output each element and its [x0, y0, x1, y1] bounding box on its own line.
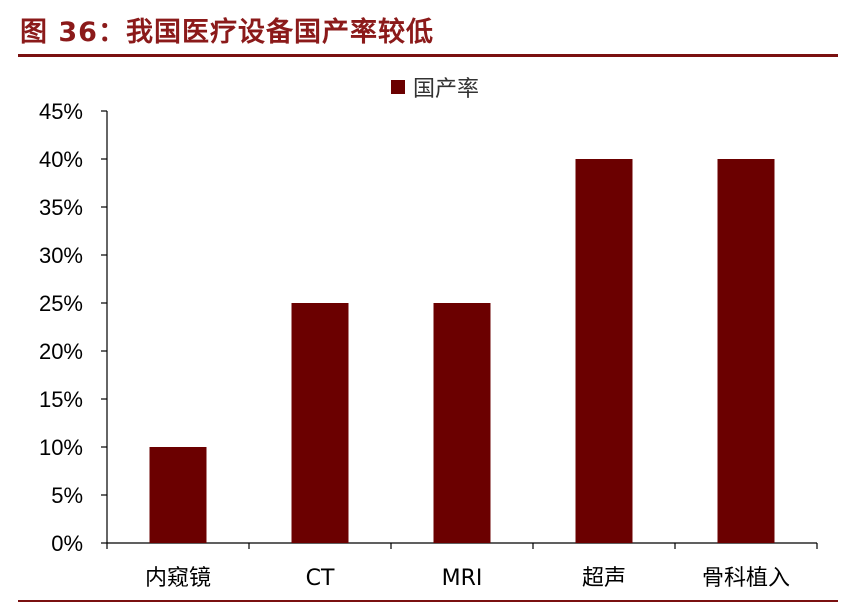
y-tick-label: 40% — [39, 147, 83, 172]
x-category-label: 骨科植入 — [702, 566, 790, 591]
bar-2 — [291, 303, 349, 543]
legend-label: 国产率 — [413, 77, 479, 102]
y-tick-label: 35% — [39, 195, 83, 220]
x-category-label: MRI — [442, 566, 483, 591]
y-axis-ticks: 0% 5% 10% 15% 20% 25% 30% 35% 40% 45% — [39, 99, 107, 556]
y-tick-label: 30% — [39, 243, 83, 268]
legend: 国产率 — [391, 77, 479, 102]
x-axis-labels: 内窥镜 CT MRI 超声 骨科植入 — [145, 566, 790, 591]
bars — [149, 159, 775, 543]
y-tick-label: 20% — [39, 339, 83, 364]
legend-swatch — [391, 80, 405, 94]
y-tick-label: 45% — [39, 99, 83, 124]
title-rule — [18, 54, 838, 57]
x-category-label: 内窥镜 — [145, 566, 211, 591]
bar-1 — [149, 447, 207, 543]
figure-title: 图 36：我国医疗设备国产率较低 — [20, 17, 434, 48]
x-category-label: 超声 — [582, 566, 626, 591]
y-tick-label: 25% — [39, 291, 83, 316]
bar-3 — [433, 303, 491, 543]
bar-5 — [717, 159, 775, 543]
footer-rule — [18, 600, 838, 602]
bar-4 — [575, 159, 633, 543]
y-tick-label: 10% — [39, 435, 83, 460]
y-tick-label: 5% — [51, 483, 83, 508]
y-tick-label: 0% — [51, 531, 83, 556]
x-category-label: CT — [306, 566, 335, 591]
y-tick-label: 15% — [39, 387, 83, 412]
